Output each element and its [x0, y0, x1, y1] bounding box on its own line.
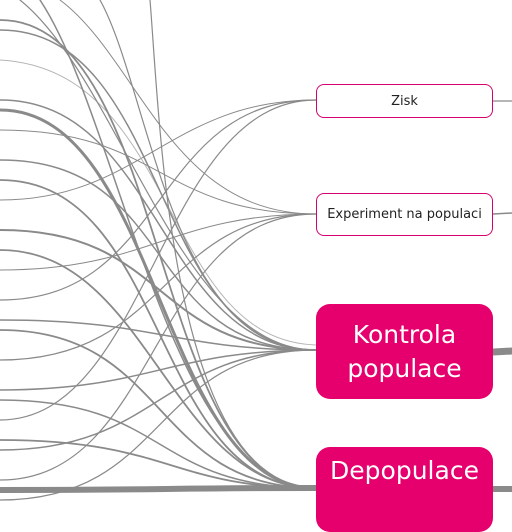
link-dep-7	[0, 485, 319, 493]
node-zisk[interactable]: Zisk	[316, 84, 493, 118]
link-zisk-2	[0, 99, 317, 301]
link-kon-4	[0, 229, 317, 351]
link-dep-10	[0, 399, 317, 489]
link-dep-5	[0, 329, 317, 489]
link-kon-7	[0, 349, 317, 451]
node-experiment-na-populaci[interactable]: Experiment na populaci	[316, 193, 493, 236]
link-dep-4	[0, 249, 317, 489]
link-zisk-1	[0, 99, 317, 421]
link-exp-5	[59, 0, 317, 215]
link-kon-2	[0, 99, 317, 351]
node-kontrola-populace[interactable]: Kontrola populace	[316, 304, 493, 399]
link-exp-1	[0, 213, 317, 481]
out-experiment	[492, 212, 512, 215]
link-dep-8	[39, 0, 317, 489]
link-exp-2	[0, 213, 317, 361]
link-zisk-3	[0, 99, 317, 201]
node-zisk-label: Zisk	[391, 93, 418, 109]
node-kontrola-label: Kontrola populace	[347, 319, 462, 383]
link-dep-9	[149, 0, 317, 489]
out-kontrola	[489, 347, 512, 356]
node-depopulace-label: Depopulace	[330, 455, 479, 485]
link-kon-5	[0, 319, 317, 351]
link-kon-9	[99, 0, 317, 351]
link-exp-3	[0, 213, 317, 271]
node-experiment-label: Experiment na populaci	[327, 207, 482, 222]
link-dep-1	[0, 108, 318, 490]
link-dep-3	[0, 179, 317, 489]
sankey-links	[0, 0, 512, 501]
node-depopulace[interactable]: Depopulace	[316, 447, 493, 532]
